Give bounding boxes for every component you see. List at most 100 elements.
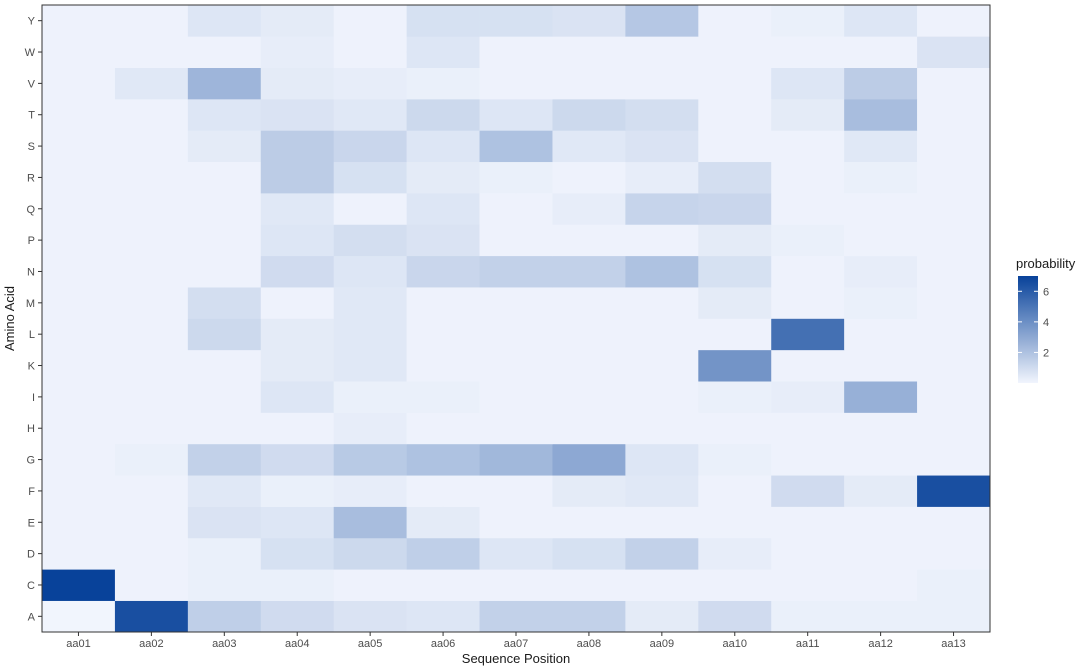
heatmap-cell-aa03-N	[187, 255, 262, 288]
heatmap-cell-aa07-P	[479, 224, 553, 257]
heatmap-cell-aa09-I	[625, 381, 699, 413]
x-axis-title: Sequence Position	[462, 651, 570, 666]
heatmap-cell-aa06-Y	[406, 5, 480, 37]
heatmap-cell-aa07-T	[479, 99, 553, 131]
heatmap-cell-aa11-V	[771, 67, 845, 100]
heatmap-cell-aa09-N	[625, 255, 699, 288]
heatmap-cell-aa09-G	[625, 443, 699, 476]
y-tick-label: C	[27, 580, 35, 592]
y-tick-label: A	[28, 611, 36, 623]
heatmap-cell-aa08-I	[552, 381, 626, 413]
heatmap-cell-aa04-A	[260, 600, 334, 633]
x-tick-label: aa05	[358, 638, 382, 650]
heatmap-cell-aa07-C	[479, 569, 553, 601]
heatmap-cell-aa05-Y	[333, 5, 407, 37]
heatmap-cell-aa05-R	[333, 161, 407, 194]
heatmap-cell-aa02-Y	[114, 5, 189, 37]
heatmap-cell-aa12-S	[844, 130, 918, 163]
heatmap-cell-aa07-D	[479, 537, 553, 570]
heatmap-cell-aa13-T	[917, 99, 991, 131]
heatmap-cell-aa10-F	[698, 475, 772, 507]
heatmap-cell-aa03-E	[187, 506, 262, 539]
heatmap-cell-aa08-P	[552, 224, 626, 257]
heatmap-cell-aa06-G	[406, 443, 480, 476]
heatmap-cell-aa06-R	[406, 161, 480, 194]
heatmap-cell-aa02-C	[114, 569, 189, 601]
heatmap-cell-aa11-P	[771, 224, 845, 257]
heatmap-cell-aa08-K	[552, 349, 626, 382]
heatmap-cell-aa10-V	[698, 67, 772, 100]
heatmap-cell-aa01-A	[42, 600, 116, 633]
heatmap-cell-aa12-E	[844, 506, 918, 539]
heatmap-cell-aa06-N	[406, 255, 480, 288]
heatmap-cell-aa08-V	[552, 67, 626, 100]
heatmap-cell-aa09-S	[625, 130, 699, 163]
heatmap-cell-aa04-P	[260, 224, 334, 257]
heatmap-cell-aa07-A	[479, 600, 553, 633]
heatmap-cell-aa03-M	[187, 287, 262, 319]
heatmap-cell-aa06-S	[406, 130, 480, 163]
heatmap-cell-aa10-R	[698, 161, 772, 194]
heatmap-cell-aa03-C	[187, 569, 262, 601]
heatmap-cell-aa13-W	[917, 36, 991, 68]
heatmap-cell-aa06-I	[406, 381, 480, 413]
y-tick-label: T	[28, 110, 35, 122]
x-tick-label: aa03	[212, 638, 236, 650]
heatmap-cell-aa02-S	[114, 130, 189, 163]
heatmap-cell-aa05-S	[333, 130, 407, 163]
heatmap-cell-aa01-G	[42, 443, 116, 476]
heatmap-cell-aa13-E	[917, 506, 991, 539]
heatmap-cell-aa06-F	[406, 475, 480, 507]
y-tick-label: E	[28, 517, 35, 529]
heatmap-cell-aa10-N	[698, 255, 772, 288]
heatmap-cell-aa03-D	[187, 537, 262, 570]
x-tick-label: aa07	[504, 638, 528, 650]
heatmap-cell-aa03-F	[187, 475, 262, 507]
heatmap-cell-aa03-T	[187, 99, 262, 131]
heatmap-cell-aa13-A	[917, 600, 991, 633]
heatmap-cell-aa03-W	[187, 36, 262, 68]
heatmap-cell-aa09-K	[625, 349, 699, 382]
y-tick-label: N	[27, 266, 35, 278]
x-tick-label: aa12	[868, 638, 892, 650]
heatmap-cell-aa01-L	[42, 318, 116, 351]
heatmap-cell-aa07-R	[479, 161, 553, 194]
heatmap-cell-aa07-Q	[479, 193, 553, 225]
heatmap-cell-aa08-M	[552, 287, 626, 319]
heatmap-cell-aa04-N	[260, 255, 334, 288]
heatmap-cell-aa13-V	[917, 67, 991, 100]
heatmap-cell-aa07-H	[479, 412, 553, 445]
heatmap-cell-aa05-A	[333, 600, 407, 633]
heatmap-cell-aa01-T	[42, 99, 116, 131]
heatmap-cell-aa02-M	[114, 287, 189, 319]
heatmap-cell-aa05-T	[333, 99, 407, 131]
heatmap-cell-aa06-E	[406, 506, 480, 539]
heatmap-cell-aa12-Y	[844, 5, 918, 37]
heatmap-cell-aa12-R	[844, 161, 918, 194]
heatmap-cell-aa04-G	[260, 443, 334, 476]
x-tick-label: aa04	[285, 638, 309, 650]
heatmap-cell-aa12-I	[844, 381, 918, 413]
heatmap-cell-aa11-T	[771, 99, 845, 131]
heatmap-cell-aa09-C	[625, 569, 699, 601]
heatmap-cell-aa04-H	[260, 412, 334, 445]
heatmap-cell-aa02-P	[114, 224, 189, 257]
heatmap-cell-aa04-W	[260, 36, 334, 68]
heatmap-cell-aa07-S	[479, 130, 553, 163]
heatmap-cell-aa10-W	[698, 36, 772, 68]
heatmap-cell-aa03-V	[187, 67, 262, 100]
heatmap-cell-aa12-F	[844, 475, 918, 507]
heatmap-cell-aa12-N	[844, 255, 918, 288]
heatmap-cell-aa01-D	[42, 537, 116, 570]
heatmap-cell-aa11-N	[771, 255, 845, 288]
heatmap-cell-aa04-Q	[260, 193, 334, 225]
x-tick-label: aa13	[941, 638, 965, 650]
y-tick-label: G	[26, 455, 35, 467]
heatmap-cell-aa12-G	[844, 443, 918, 476]
heatmap-cell-aa02-Q	[114, 193, 189, 225]
heatmap-cell-aa05-F	[333, 475, 407, 507]
heatmap-cell-aa08-H	[552, 412, 626, 445]
heatmap-cell-aa10-P	[698, 224, 772, 257]
heatmap-cell-aa09-T	[625, 99, 699, 131]
